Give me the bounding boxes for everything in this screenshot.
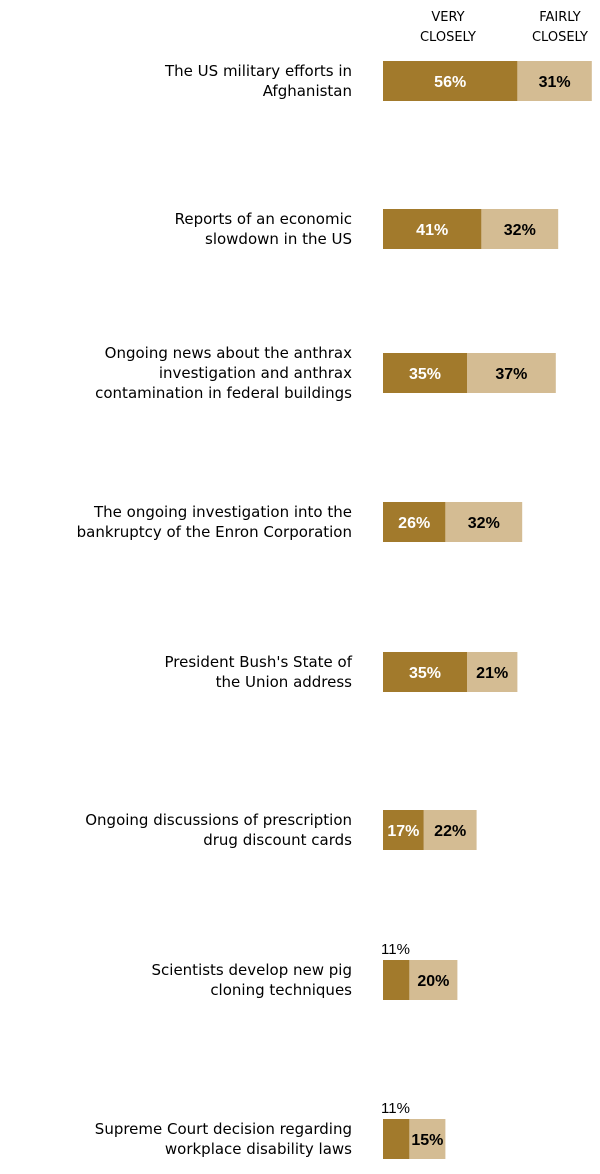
bar-fairly-closely: [409, 1119, 446, 1159]
category-label-line: drug discount cards: [203, 831, 352, 849]
value-label-very: 56%: [434, 74, 466, 91]
value-label-fairly: 20%: [417, 973, 449, 990]
category-label: The ongoing investigation into the bankru…: [77, 503, 352, 541]
bar-very-closely: [383, 61, 518, 101]
category-label-line: Ongoing discussions of prescription: [85, 811, 352, 829]
category-label-line: bankruptcy of the Enron Corporation: [77, 523, 352, 541]
value-label-very: 11%: [381, 941, 410, 958]
value-label-very: 35%: [409, 366, 441, 383]
bar-very-closely: [383, 960, 410, 1000]
value-label-fairly: 21%: [476, 665, 508, 682]
bar-fairly-closely: [445, 502, 523, 542]
bar-fairly-closely: [409, 960, 458, 1000]
value-label-very: 11%: [381, 1100, 410, 1117]
category-label-line: workplace disability laws: [165, 1140, 352, 1158]
value-label-fairly: 22%: [434, 823, 466, 840]
bar-fairly-closely: [423, 810, 477, 850]
value-label-fairly: 32%: [468, 515, 500, 532]
value-label-fairly: 37%: [495, 366, 527, 383]
legend-very-line1: VERY: [431, 10, 465, 25]
legend-very-line2: CLOSELY: [419, 30, 476, 45]
category-label: Supreme Court decision regarding workplac…: [95, 1120, 352, 1158]
category-label-line: Scientists develop new pig: [152, 961, 352, 979]
category-label-line: contamination in federal buildings: [95, 384, 352, 402]
bar-fairly-closely: [517, 61, 592, 101]
legend-fairly-line2: CLOSELY: [531, 30, 588, 45]
category-label: President Bush's State of the Union addre…: [165, 653, 353, 691]
value-label-very: 26%: [398, 515, 430, 532]
legend-very-closely: VERY CLOSELY: [404, 8, 492, 48]
bar-very-closely: [383, 502, 446, 542]
category-label-line: investigation and anthrax: [159, 364, 352, 382]
value-label-very: 35%: [409, 665, 441, 682]
category-label-line: The ongoing investigation into the: [93, 503, 352, 521]
category-label-line: slowdown in the US: [205, 230, 352, 248]
category-label-line: Afghanistan: [263, 82, 352, 100]
category-label: Reports of an economic slowdown in the US: [175, 210, 352, 248]
value-label-fairly: 15%: [411, 1132, 443, 1149]
legend-fairly-closely: FAIRLY CLOSELY: [520, 8, 600, 48]
bar-very-closely: [383, 652, 467, 692]
bar-very-closely: [383, 1119, 410, 1159]
value-label-very: 17%: [387, 823, 419, 840]
bar-very-closely: [383, 353, 467, 393]
category-label-line: Reports of an economic: [175, 210, 352, 228]
bar-fairly-closely: [467, 652, 518, 692]
bar-fairly-closely: [481, 209, 559, 249]
bar-very-closely: [383, 209, 482, 249]
category-label-line: the Union address: [216, 673, 353, 691]
legend-fairly-line1: FAIRLY: [539, 10, 581, 25]
value-label-fairly: 32%: [504, 222, 536, 239]
category-label: Scientists develop new pig cloning techni…: [152, 961, 353, 999]
bar-very-closely: [383, 810, 424, 850]
category-label-line: President Bush's State of: [165, 653, 353, 671]
category-label-line: The US military efforts in: [164, 62, 352, 80]
value-label-very: 41%: [416, 222, 448, 239]
category-label-line: Ongoing news about the anthrax: [105, 344, 352, 362]
category-label-line: Supreme Court decision regarding: [95, 1120, 352, 1138]
category-label: Ongoing discussions of prescription drug …: [85, 811, 352, 849]
category-label-line: cloning techniques: [210, 981, 352, 999]
value-label-fairly: 31%: [539, 74, 571, 91]
category-label: Ongoing news about the anthrax investigat…: [95, 344, 352, 402]
category-label: The US military efforts in Afghanistan: [164, 62, 352, 100]
bar-fairly-closely: [467, 353, 556, 393]
